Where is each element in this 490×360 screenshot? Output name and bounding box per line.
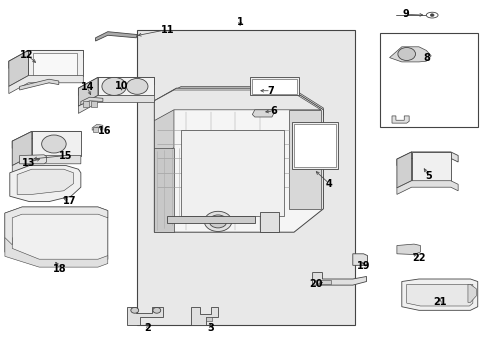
Polygon shape: [78, 77, 154, 95]
Polygon shape: [289, 110, 321, 209]
Polygon shape: [5, 207, 108, 264]
Polygon shape: [154, 148, 174, 232]
Polygon shape: [402, 279, 478, 310]
Polygon shape: [181, 130, 284, 216]
Text: 2: 2: [145, 323, 151, 333]
Bar: [316, 280, 331, 284]
Polygon shape: [10, 166, 81, 202]
Circle shape: [131, 307, 139, 313]
Bar: [294, 124, 336, 167]
Polygon shape: [9, 50, 83, 68]
Circle shape: [153, 307, 161, 313]
Text: 6: 6: [270, 106, 277, 116]
Bar: [33, 53, 77, 75]
Circle shape: [42, 135, 66, 153]
Text: 1: 1: [237, 17, 244, 27]
Bar: [93, 127, 98, 132]
Polygon shape: [9, 50, 28, 86]
Bar: [252, 79, 297, 94]
Bar: [260, 212, 279, 232]
Text: 10: 10: [115, 81, 128, 91]
Polygon shape: [5, 238, 108, 267]
Bar: [91, 101, 97, 107]
Bar: [167, 216, 255, 223]
Polygon shape: [28, 50, 83, 76]
Bar: [206, 317, 212, 321]
Text: 7: 7: [268, 86, 274, 96]
Text: 3: 3: [207, 323, 214, 333]
Polygon shape: [154, 90, 321, 121]
Polygon shape: [12, 131, 32, 166]
Bar: [380, 33, 478, 127]
Text: 9: 9: [402, 9, 409, 19]
Polygon shape: [154, 90, 174, 160]
Polygon shape: [78, 77, 98, 106]
Text: 11: 11: [161, 24, 174, 35]
Circle shape: [209, 215, 227, 228]
Text: 18: 18: [53, 264, 67, 274]
Circle shape: [102, 77, 126, 95]
Polygon shape: [313, 273, 367, 285]
Polygon shape: [96, 32, 137, 41]
Text: 8: 8: [424, 53, 431, 63]
Polygon shape: [98, 77, 154, 95]
Circle shape: [398, 48, 416, 60]
Circle shape: [430, 14, 434, 17]
Text: 14: 14: [80, 82, 94, 92]
Polygon shape: [191, 307, 218, 325]
Text: 5: 5: [425, 171, 432, 181]
Text: 21: 21: [433, 297, 447, 307]
Polygon shape: [353, 254, 368, 265]
Polygon shape: [397, 181, 458, 194]
Circle shape: [126, 78, 148, 94]
Polygon shape: [20, 79, 59, 90]
Text: 22: 22: [412, 253, 426, 263]
Text: 16: 16: [98, 126, 111, 136]
Polygon shape: [252, 110, 274, 117]
Text: 12: 12: [20, 50, 34, 60]
Polygon shape: [20, 155, 47, 164]
Polygon shape: [78, 95, 154, 113]
Ellipse shape: [426, 12, 438, 18]
Polygon shape: [5, 207, 108, 245]
Polygon shape: [81, 97, 103, 105]
Polygon shape: [32, 131, 81, 156]
Bar: [292, 122, 338, 169]
Polygon shape: [12, 131, 81, 148]
Polygon shape: [390, 47, 431, 62]
Text: 19: 19: [357, 261, 370, 271]
Polygon shape: [397, 244, 420, 255]
Polygon shape: [92, 124, 103, 130]
Text: 17: 17: [63, 196, 76, 206]
Polygon shape: [397, 152, 412, 188]
Text: 15: 15: [59, 150, 73, 161]
Polygon shape: [397, 152, 458, 166]
Polygon shape: [12, 156, 81, 174]
Polygon shape: [9, 76, 83, 94]
Circle shape: [204, 211, 232, 231]
Bar: [83, 101, 89, 107]
Text: 4: 4: [326, 179, 333, 189]
Polygon shape: [127, 307, 163, 325]
Polygon shape: [468, 284, 476, 302]
Bar: [137, 30, 355, 325]
Polygon shape: [17, 169, 74, 194]
Bar: [250, 77, 299, 95]
Polygon shape: [392, 116, 409, 123]
Polygon shape: [407, 284, 473, 306]
Polygon shape: [412, 152, 451, 181]
Text: 20: 20: [309, 279, 323, 289]
Text: 13: 13: [22, 158, 35, 168]
Polygon shape: [154, 88, 323, 232]
Polygon shape: [162, 86, 323, 115]
